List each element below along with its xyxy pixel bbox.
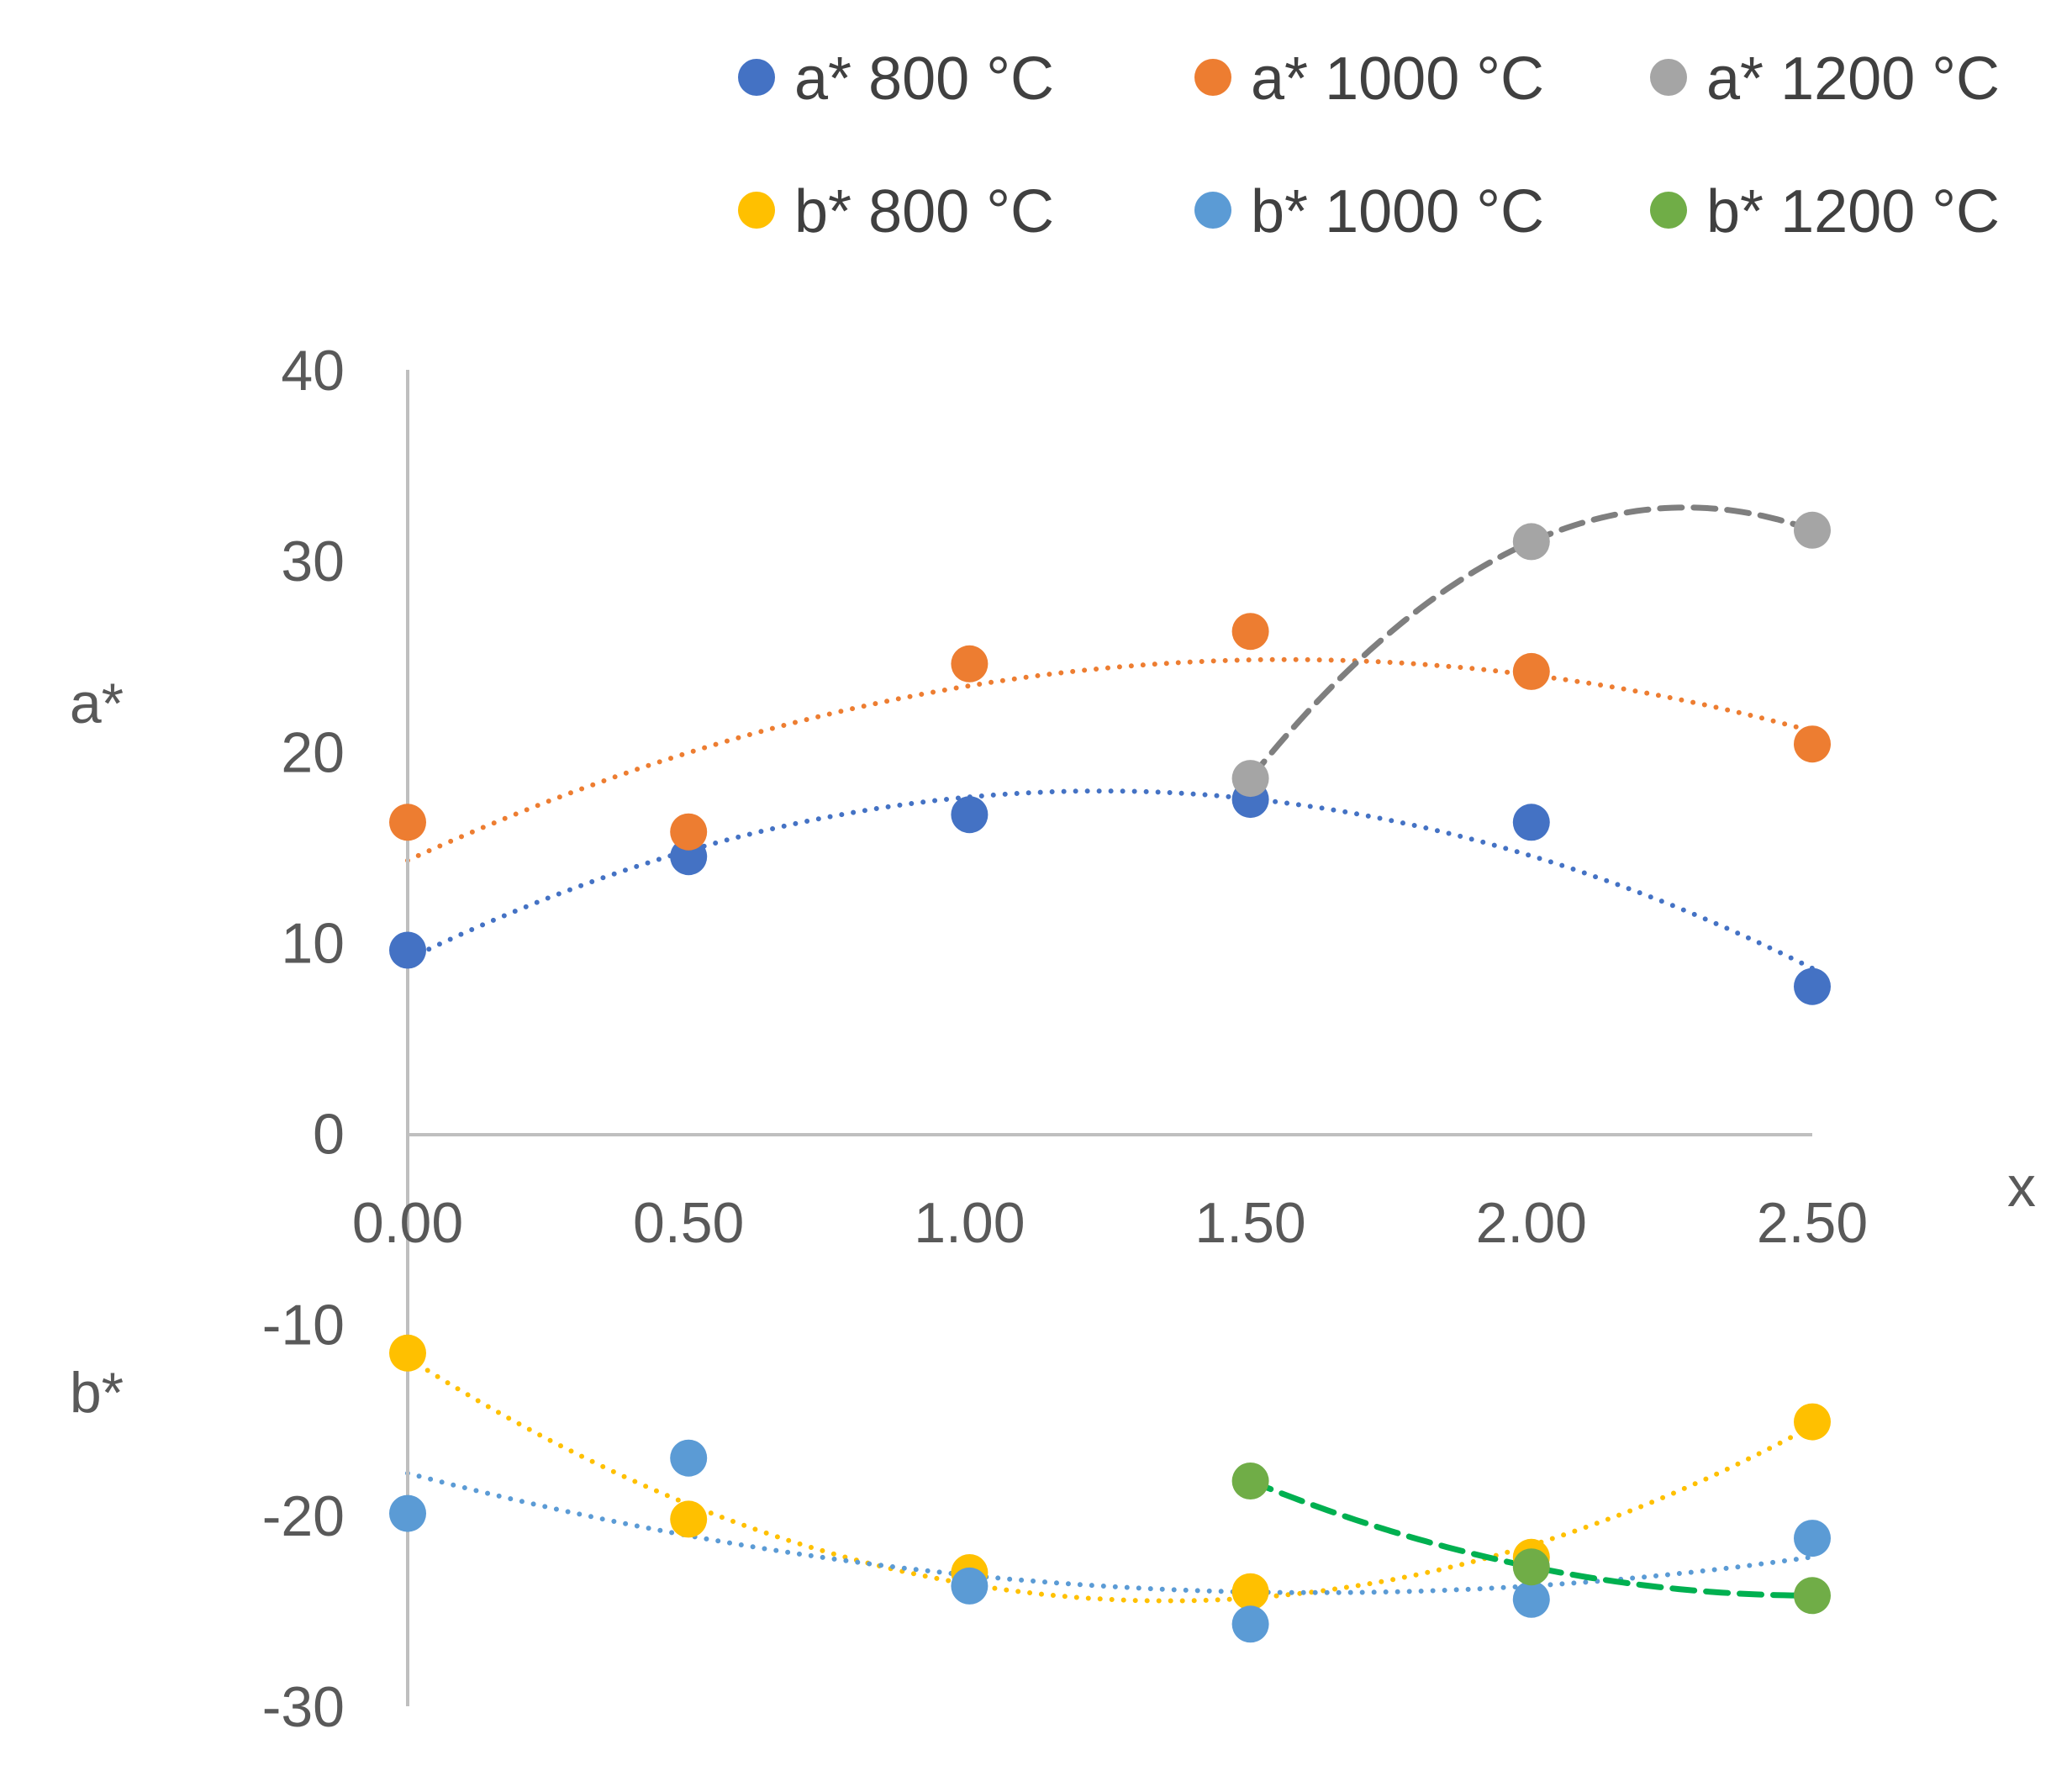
point-a-1200-c [1231, 760, 1269, 798]
point-a-1000-c [951, 645, 989, 683]
trendline-b-800-c [405, 1355, 1815, 1604]
y-axis-title-b: b* [70, 1361, 124, 1425]
point-b-800-c [670, 1500, 708, 1538]
point-b-800-c [389, 1334, 426, 1372]
point-b-1200-c [1794, 1577, 1831, 1615]
trendlines [405, 504, 1816, 1604]
x-axis-title: x [2007, 1155, 2036, 1219]
legend-label-a-1200-c: a* 1200 °C [1706, 45, 2000, 113]
trendline-a-800-c [405, 788, 1815, 971]
point-b-1000-c [389, 1494, 426, 1532]
axis-labels: 0.00 0.50 1.00 1.50 2.00 2.50 40 30 20 10 0 -10 -20 -… [70, 339, 2036, 1739]
y-tick-label: -10 [262, 1294, 345, 1357]
point-a-1000-c [1512, 652, 1550, 690]
point-a-1000-c [1794, 725, 1831, 763]
trendline-b-1200-c [1247, 1478, 1816, 1599]
y-tick-label: 10 [281, 911, 345, 975]
y-tick-label: -20 [262, 1484, 345, 1548]
data-points [389, 511, 1831, 1643]
point-a-1200-c [1512, 523, 1550, 561]
y-tick-label: -30 [262, 1675, 345, 1739]
legend-marker-b-1000-c [1194, 192, 1231, 229]
point-a-1000-c [670, 813, 708, 851]
x-tick-label: 1.00 [914, 1191, 1025, 1255]
point-b-800-c [1231, 1573, 1269, 1610]
legend-label-b-1200-c: b* 1200 °C [1706, 178, 2000, 245]
legend-label-b-1000-c: b* 1000 °C [1251, 178, 1544, 245]
x-tick-label: 0.50 [633, 1191, 744, 1255]
point-a-1000-c [389, 804, 426, 841]
trendline-b-1000-c [405, 1470, 1815, 1595]
legend-marker-b-1200-c [1650, 192, 1687, 229]
y-tick-label: 0 [313, 1103, 345, 1167]
point-b-1000-c [1512, 1580, 1550, 1618]
legend-label-b-800-c: b* 800 °C [794, 178, 1054, 245]
legend: a* 800 °C a* 1000 °C a* 1200 °C b* 800 °C b*… [738, 45, 2000, 245]
point-b-1000-c [1794, 1520, 1831, 1557]
x-tick-label: 2.50 [1757, 1191, 1868, 1255]
point-b-800-c [1794, 1403, 1831, 1441]
point-b-1200-c [1512, 1548, 1550, 1586]
legend-label-a-1000-c: a* 1000 °C [1251, 45, 1544, 113]
y-tick-label: 40 [281, 339, 345, 403]
point-b-1000-c [1231, 1605, 1269, 1643]
point-a-800-c [1512, 804, 1550, 841]
y-tick-label: 30 [281, 530, 345, 593]
point-a-1000-c [1231, 613, 1269, 651]
legend-marker-a-1200-c [1650, 59, 1687, 96]
legend-marker-a-800-c [738, 59, 775, 96]
axes [406, 370, 1812, 1706]
point-a-800-c [389, 931, 426, 969]
trendline-a-1000-c [405, 656, 1815, 863]
y-tick-label: 20 [281, 720, 345, 784]
point-b-1200-c [1231, 1463, 1269, 1499]
x-tick-label: 0.00 [352, 1191, 463, 1255]
y-axis-title-a: a* [70, 672, 124, 735]
point-b-1000-c [670, 1439, 708, 1477]
legend-marker-a-1000-c [1194, 59, 1231, 96]
point-b-1000-c [951, 1567, 989, 1605]
legend-marker-b-800-c [738, 192, 775, 229]
legend-label-a-800-c: a* 800 °C [794, 45, 1054, 113]
point-a-800-c [1794, 967, 1831, 1005]
x-tick-label: 1.50 [1194, 1191, 1305, 1255]
point-a-1200-c [1794, 511, 1831, 549]
x-tick-label: 2.00 [1476, 1191, 1587, 1255]
point-a-800-c [951, 796, 989, 834]
